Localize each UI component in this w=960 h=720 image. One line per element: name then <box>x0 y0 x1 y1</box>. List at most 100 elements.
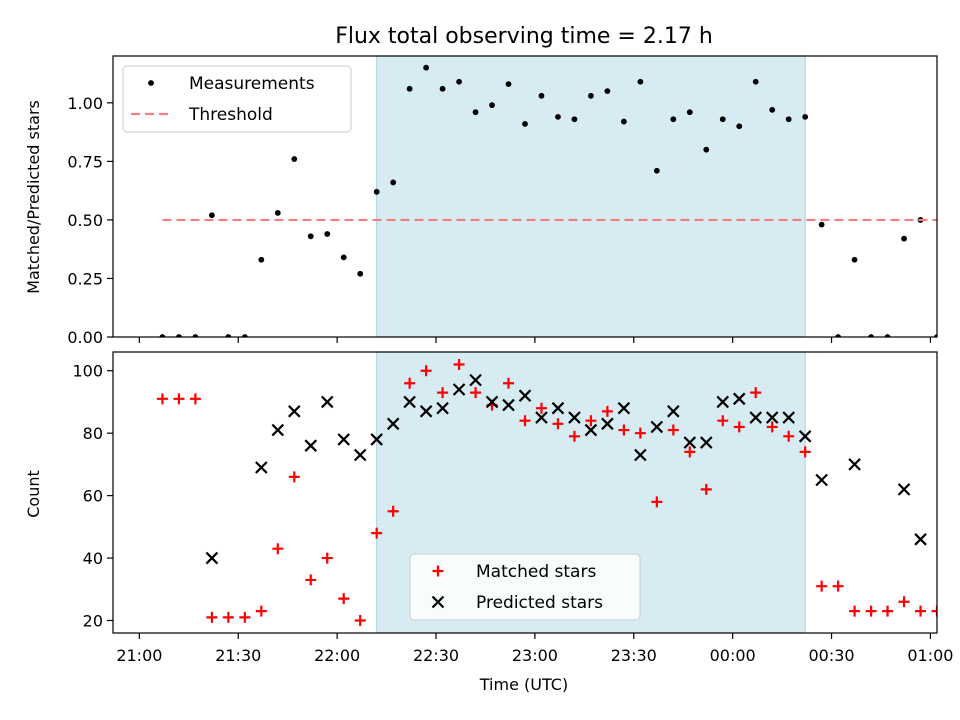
measurement-point <box>868 334 874 337</box>
matched-stars-point <box>849 605 861 617</box>
predicted-stars-point <box>320 395 334 409</box>
x-tick-label: 22:00 <box>314 646 360 665</box>
y-tick-label: 0.50 <box>67 211 103 230</box>
matched-stars-point <box>437 387 449 399</box>
predicted-stars-point <box>304 439 318 452</box>
measurement-point <box>934 334 937 337</box>
measurement-point <box>802 113 809 120</box>
matched-stars-point <box>618 424 630 436</box>
y-tick-label: 40 <box>83 549 103 568</box>
matched-stars-point <box>189 393 201 405</box>
matched-stars-point <box>156 393 168 405</box>
measurement-point <box>489 102 495 109</box>
measurement-point <box>785 116 792 123</box>
measurement-point <box>176 334 182 337</box>
predicted-stars-point <box>255 461 268 474</box>
x-tick-label: 23:30 <box>611 646 657 665</box>
matched-stars-point <box>783 430 795 442</box>
matched-stars-point <box>305 574 317 586</box>
predicted-stars-point <box>419 405 433 418</box>
top-panel-ratio: 0.00 0.25 0.50 0.75 1.00 Measurements Threshol… <box>67 55 938 347</box>
measurement-point <box>390 179 397 186</box>
matched-stars-point <box>338 593 350 605</box>
matched-stars-point <box>882 605 894 617</box>
y-tick-label: 100 <box>72 362 103 381</box>
matched-stars-point <box>700 483 712 495</box>
measurement-point <box>258 256 265 263</box>
measurement-point <box>307 233 314 240</box>
plot-data <box>159 64 937 337</box>
axes-frame <box>112 55 938 338</box>
matched-stars-point <box>585 415 597 427</box>
predicted-stars-point <box>551 401 565 415</box>
matched-stars-point <box>272 543 284 555</box>
matched-stars-point <box>535 402 547 414</box>
measurement-point <box>456 78 462 85</box>
legend-predicted-swatch <box>431 595 445 609</box>
legend-label: Matched stars <box>476 562 596 582</box>
x-tick-label: 21:30 <box>215 646 261 665</box>
measurement-point <box>670 116 677 123</box>
legend: Measurements Threshold <box>122 65 352 133</box>
x-tick-label: 00:00 <box>710 646 756 665</box>
legend-box <box>409 553 641 621</box>
matched-stars-point <box>239 611 251 623</box>
y-tick-label: 0.75 <box>67 152 103 171</box>
bottom-panel-counts: 20 40 60 80 100 21:00 21:30 22:00 22:30 23:00 23:3… <box>72 351 953 665</box>
matched-stars-point <box>255 605 267 617</box>
x-tick-label: 23:00 <box>512 646 558 665</box>
predicted-stars-point <box>584 423 598 437</box>
measurement-point <box>719 116 726 123</box>
predicted-stars-point <box>403 395 416 409</box>
predicted-stars-point <box>436 401 449 415</box>
measurement-point <box>291 156 298 162</box>
observing-window-band <box>376 55 806 338</box>
measurement-point <box>736 123 743 130</box>
measurement-point <box>225 334 232 337</box>
legend: Matched stars Predicted stars <box>409 553 641 621</box>
matched-stars-point <box>898 596 910 608</box>
predicted-stars-point <box>914 533 927 546</box>
measurement-point <box>357 270 364 277</box>
x-tick-label: 22:30 <box>413 646 459 665</box>
measurement-point <box>686 109 693 116</box>
predicted-stars-point <box>716 395 730 409</box>
measurement-point <box>159 334 166 337</box>
measurement-point <box>588 92 594 99</box>
measurement-point <box>241 334 248 337</box>
predicted-stars-point <box>568 411 581 424</box>
predicted-stars-point <box>765 411 779 424</box>
y-tick-label: 0.25 <box>67 269 103 288</box>
predicted-stars-point <box>288 405 301 418</box>
y-tick-label: 20 <box>83 612 103 631</box>
x-axis-label: Time (UTC) <box>479 675 568 694</box>
plot-data <box>156 358 937 627</box>
measurement-point <box>340 254 347 261</box>
y-tick-label: 1.00 <box>67 94 103 113</box>
matched-stars-point <box>453 358 465 370</box>
legend-box <box>122 65 352 133</box>
matched-stars-point <box>915 605 927 617</box>
matched-stars-point <box>717 415 729 427</box>
measurement-point <box>472 109 479 116</box>
predicted-stars-point <box>782 411 795 424</box>
matched-stars-point <box>865 605 877 617</box>
measurement-point <box>274 209 281 216</box>
predicted-stars-point <box>650 420 664 434</box>
matched-stars-point <box>354 615 366 627</box>
measurement-point <box>571 116 578 123</box>
matched-stars-point <box>321 552 333 564</box>
matched-stars-point <box>173 393 185 405</box>
chart-title: Flux total observing time = 2.17 h <box>335 24 713 49</box>
predicted-stars-point <box>667 405 680 418</box>
matched-stars-point <box>552 418 564 430</box>
x-tick-label: 21:00 <box>116 646 162 665</box>
measurement-point <box>324 231 331 237</box>
predicted-stars-point <box>634 448 647 462</box>
predicted-stars-point <box>700 436 713 449</box>
measurement-point <box>604 88 611 95</box>
predicted-stars-point <box>271 423 285 437</box>
measurement-point <box>555 113 561 120</box>
measurement-point <box>769 106 776 113</box>
measurement-point <box>406 85 413 92</box>
